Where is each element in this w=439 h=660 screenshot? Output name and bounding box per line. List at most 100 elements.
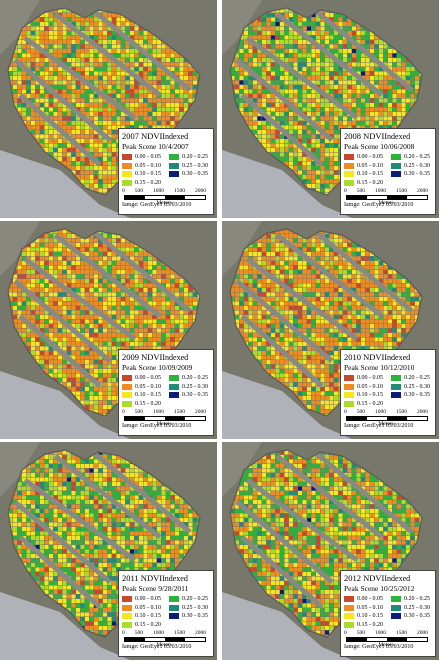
ndvi-pixel xyxy=(116,315,121,319)
ndvi-pixel xyxy=(184,71,188,76)
ndvi-pixel xyxy=(76,134,80,139)
ndvi-pixel xyxy=(152,292,157,297)
ndvi-pixel xyxy=(266,80,271,85)
ndvi-pixel xyxy=(415,76,419,80)
field-divisions xyxy=(13,10,192,167)
ndvi-pixel xyxy=(134,288,139,292)
ndvi-pixel xyxy=(316,40,320,44)
legend-swatch xyxy=(122,154,132,161)
ndvi-pixel xyxy=(320,31,325,35)
ndvi-pixel xyxy=(293,62,298,67)
ndvi-pixel xyxy=(253,112,257,116)
ndvi-pixel xyxy=(307,17,311,22)
ndvi-pixel xyxy=(284,94,289,98)
ndvi-pixel xyxy=(44,143,49,148)
ndvi-pixel xyxy=(53,130,58,134)
ndvi-pixel xyxy=(356,94,361,98)
legend-label: 0.15 - 0.20 xyxy=(357,179,383,186)
ndvi-pixel xyxy=(170,49,175,53)
ndvi-pixel xyxy=(392,62,397,67)
ndvi-pixel xyxy=(125,301,130,306)
ndvi-pixel xyxy=(379,103,383,107)
ndvi-pixel xyxy=(148,71,152,76)
ndvi-pixel xyxy=(334,80,338,85)
ndvi-pixel xyxy=(130,256,134,261)
ndvi-pixel xyxy=(166,44,170,49)
ndvi-pixel xyxy=(329,13,334,17)
ndvi-pixel xyxy=(103,22,107,26)
ndvi-pixel xyxy=(125,274,130,279)
ndvi-pixel xyxy=(289,53,293,58)
ndvi-pixel xyxy=(49,301,53,306)
ndvi-pixel xyxy=(31,53,35,58)
ndvi-pixel xyxy=(170,58,175,62)
ndvi-pixel xyxy=(307,22,311,26)
ndvi-pixel xyxy=(356,71,361,76)
ndvi-pixel xyxy=(53,98,58,103)
ndvi-pixel xyxy=(370,98,374,103)
ndvi-pixel xyxy=(166,49,170,53)
ndvi-pixel xyxy=(262,22,266,26)
ndvi-pixel xyxy=(257,31,262,35)
ndvi-pixel xyxy=(58,252,62,256)
ndvi-pixel xyxy=(179,89,184,94)
ndvi-pixel xyxy=(334,40,338,44)
ndvi-pixel xyxy=(35,134,40,139)
ndvi-pixel xyxy=(134,103,139,107)
ndvi-pixel xyxy=(262,116,266,121)
ndvi-pixel xyxy=(406,94,410,98)
ndvi-pixel xyxy=(76,44,80,49)
ndvi-pixel xyxy=(8,292,13,297)
ndvi-pixel xyxy=(103,89,107,94)
ndvi-pixel xyxy=(62,49,67,53)
ndvi-pixel xyxy=(257,80,262,85)
ndvi-pixel xyxy=(49,44,53,49)
ndvi-pixel xyxy=(130,35,134,40)
ndvi-pixel xyxy=(293,152,298,157)
ndvi-pixel xyxy=(139,288,143,292)
ndvi-pixel xyxy=(58,288,62,292)
ndvi-pixel xyxy=(266,76,271,80)
ndvi-pixel xyxy=(298,175,302,179)
ndvi-pixel xyxy=(320,67,325,71)
ndvi-pixel xyxy=(289,62,293,67)
ndvi-pixel xyxy=(31,112,35,116)
ndvi-pixel xyxy=(262,31,266,35)
ndvi-pixel xyxy=(94,71,98,76)
ndvi-pixel xyxy=(116,40,121,44)
ndvi-pixel xyxy=(31,270,35,274)
ndvi-pixel xyxy=(280,148,284,152)
ndvi-pixel xyxy=(62,256,67,261)
ndvi-pixel xyxy=(80,62,85,67)
ndvi-pixel xyxy=(89,247,94,252)
ndvi-pixel xyxy=(71,67,76,71)
ndvi-pixel xyxy=(352,107,356,112)
ndvi-pixel xyxy=(71,234,76,238)
ndvi-pixel xyxy=(89,53,94,58)
ndvi-pixel xyxy=(293,148,298,152)
ndvi-pixel xyxy=(22,44,26,49)
ndvi-pixel xyxy=(275,40,280,44)
ndvi-pixel xyxy=(58,8,62,13)
ndvi-pixel xyxy=(383,103,388,107)
ndvi-pixel xyxy=(157,261,161,265)
ndvi-pixel xyxy=(302,161,307,166)
ndvi-pixel xyxy=(271,98,275,103)
legend-swatch xyxy=(169,154,179,161)
ndvi-pixel xyxy=(26,112,31,116)
ndvi-pixel xyxy=(76,256,80,261)
ndvi-pixel xyxy=(76,148,80,152)
ndvi-pixel xyxy=(248,58,253,62)
ndvi-pixel xyxy=(152,80,157,85)
ndvi-pixel xyxy=(157,112,161,116)
ndvi-pixel xyxy=(121,270,125,274)
ndvi-pixel xyxy=(284,35,289,40)
ndvi-pixel xyxy=(370,116,374,121)
ndvi-pixel xyxy=(49,26,53,31)
ndvi-pixel xyxy=(94,315,98,319)
ndvi-pixel xyxy=(370,62,374,67)
ndvi-pixel xyxy=(89,148,94,152)
ndvi-pixel xyxy=(244,112,248,116)
ndvi-pixel xyxy=(139,112,143,116)
ndvi-pixel xyxy=(152,98,157,103)
